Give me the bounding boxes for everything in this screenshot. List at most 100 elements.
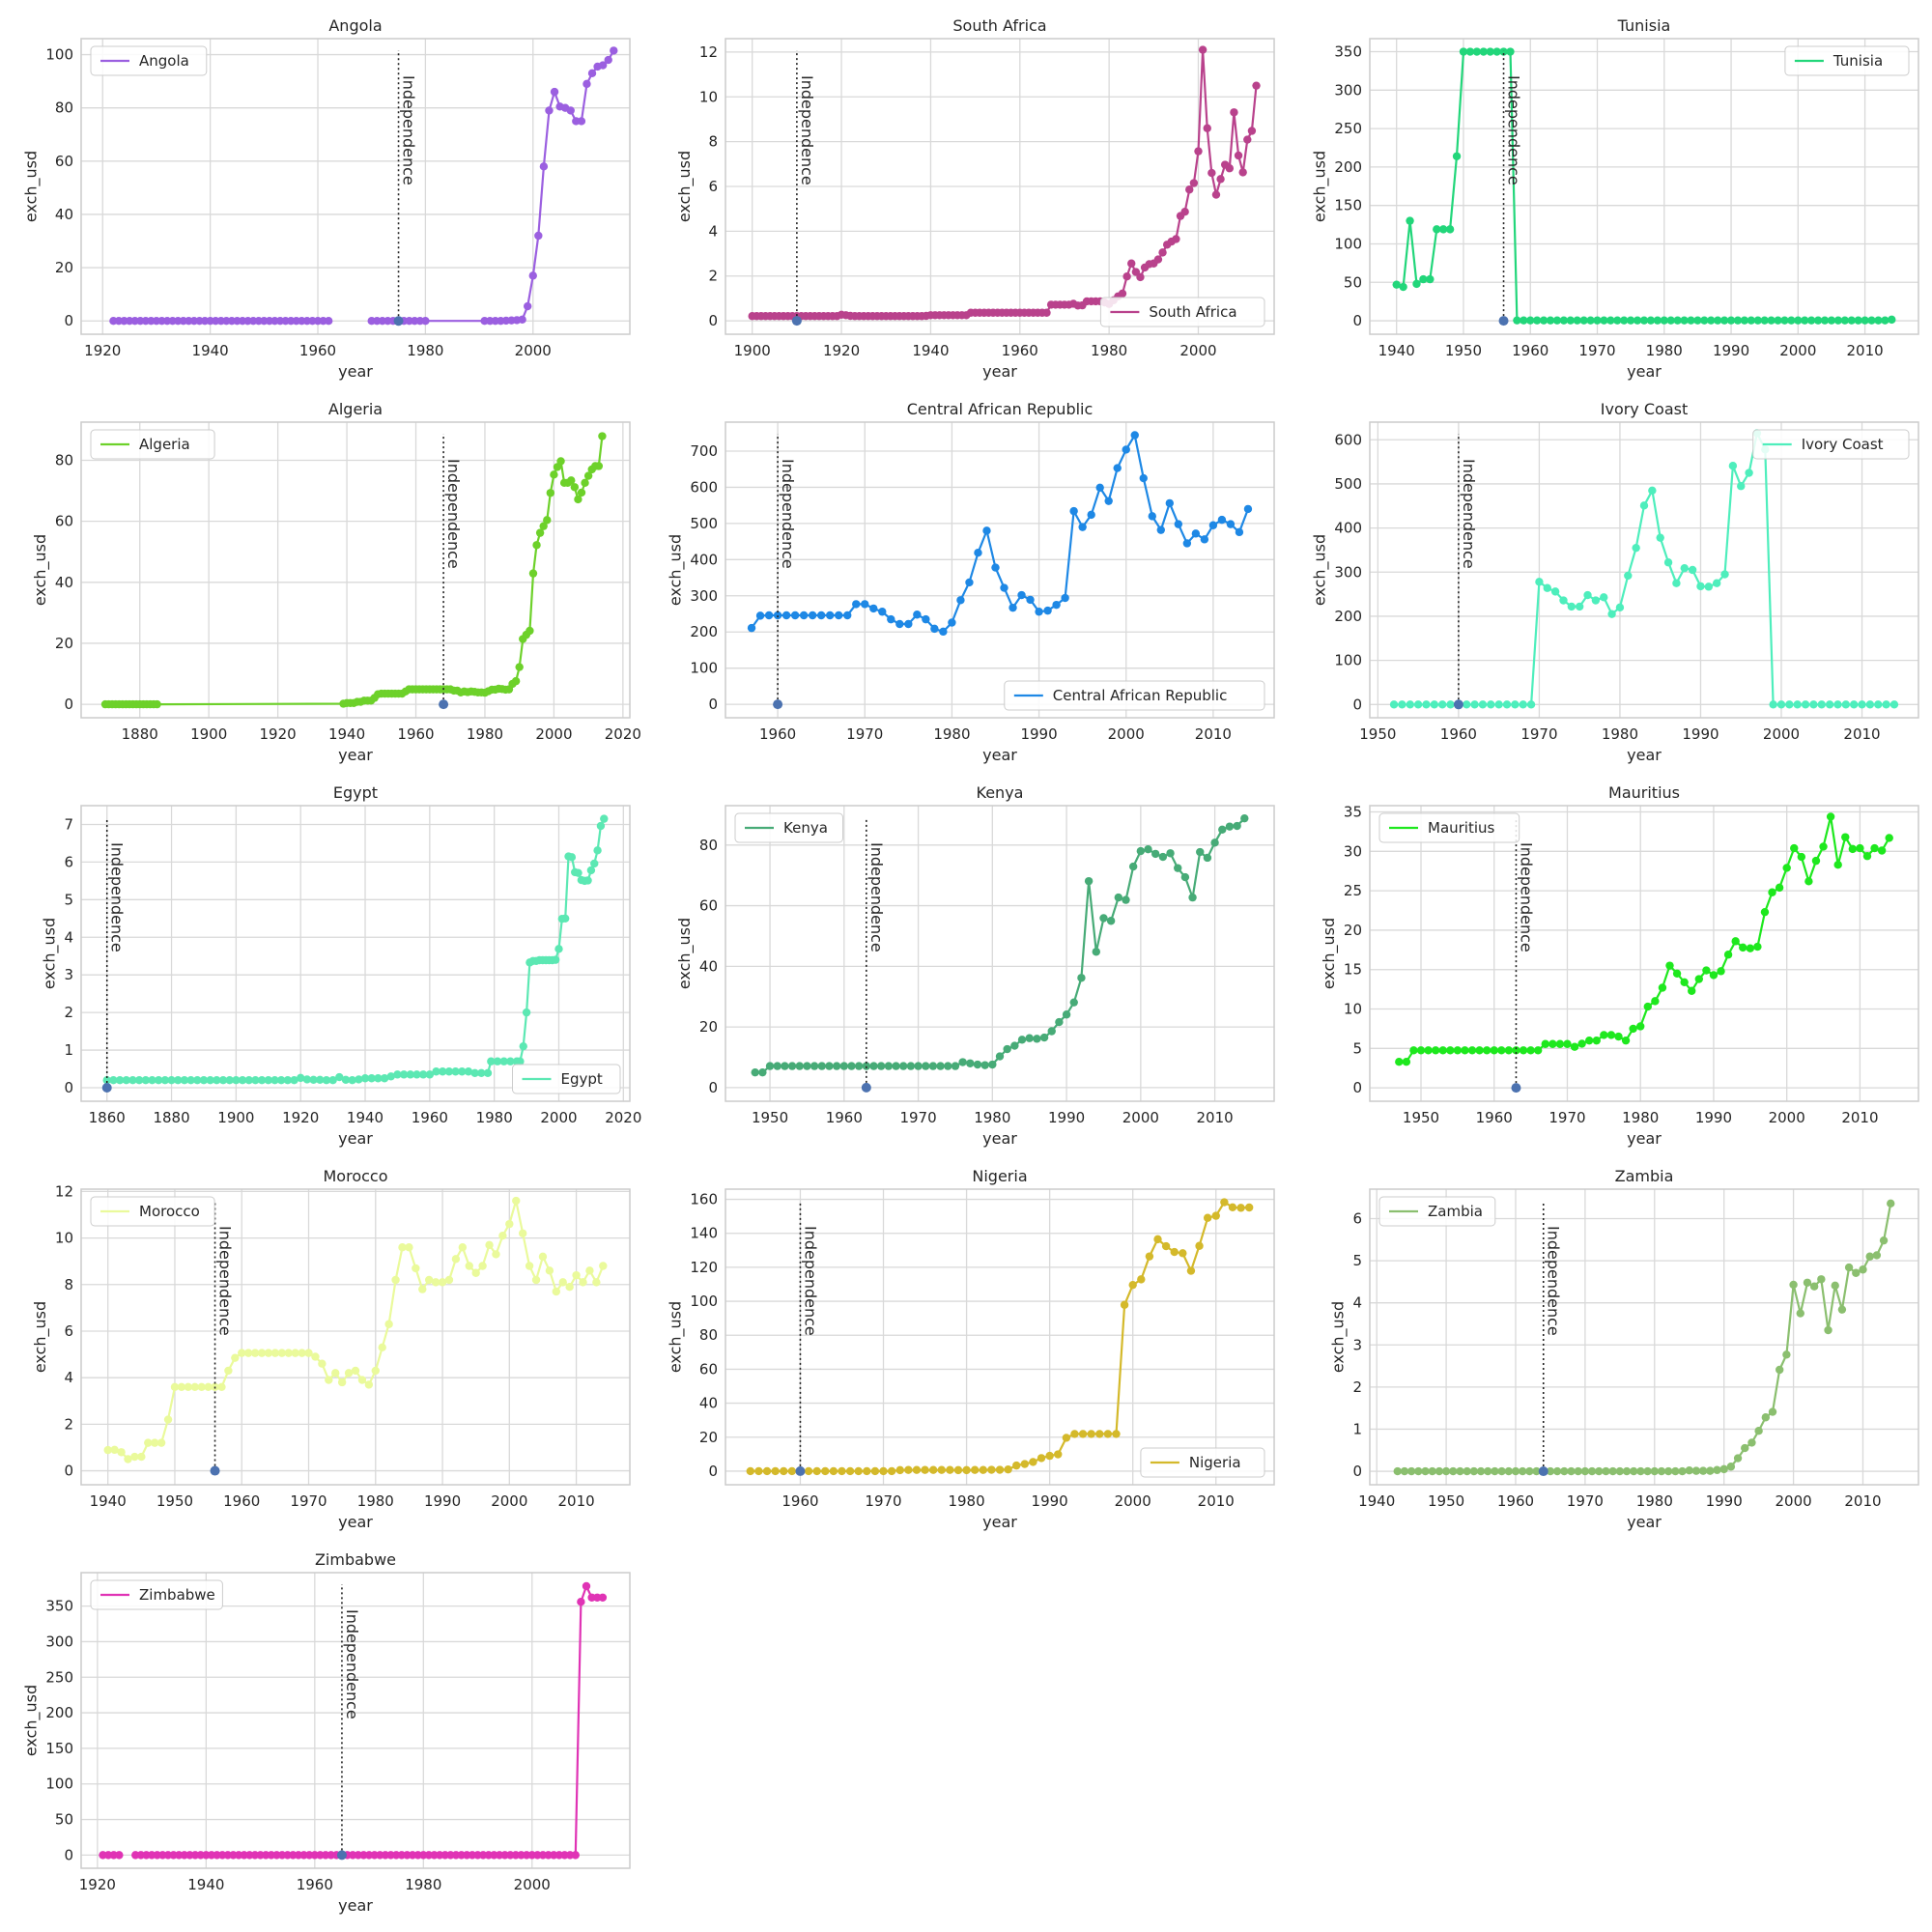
data-point bbox=[1888, 315, 1896, 325]
data-point bbox=[1607, 610, 1616, 618]
subplot-nigeria: 1960 1970 1980 1990 2000 2010 0 20 40 60 80 100 120 1… bbox=[667, 1167, 1275, 1531]
data-point bbox=[110, 1445, 119, 1455]
data-point bbox=[962, 1465, 971, 1475]
data-point bbox=[1622, 1466, 1632, 1476]
data-point bbox=[1713, 1465, 1721, 1474]
data-point bbox=[854, 1062, 864, 1070]
data-point bbox=[1874, 316, 1883, 325]
data-point bbox=[980, 1061, 989, 1069]
data-point bbox=[451, 1067, 460, 1076]
data-point bbox=[378, 1343, 386, 1352]
data-point bbox=[477, 1068, 486, 1078]
data-point bbox=[854, 1466, 863, 1476]
data-point bbox=[148, 1075, 156, 1085]
x-tick-label: 2000 bbox=[514, 1876, 551, 1893]
data-point bbox=[103, 1445, 112, 1455]
independence-point bbox=[439, 699, 449, 710]
y-tick-label: 100 bbox=[1334, 652, 1362, 669]
y-tick-label: 100 bbox=[690, 660, 718, 677]
data-point bbox=[1225, 164, 1235, 173]
data-point bbox=[991, 563, 1000, 572]
data-point bbox=[1685, 1465, 1693, 1475]
data-point bbox=[1406, 216, 1414, 225]
data-point bbox=[1127, 259, 1136, 268]
data-point bbox=[399, 1070, 409, 1079]
data-point bbox=[937, 1465, 946, 1474]
data-point bbox=[1494, 700, 1503, 709]
x-tick-label: 1960 bbox=[1440, 725, 1477, 743]
data-point bbox=[1052, 600, 1061, 610]
axes-frame bbox=[80, 1572, 631, 1869]
data-point bbox=[1153, 255, 1163, 264]
independence-label: Independence bbox=[801, 1226, 819, 1336]
data-point bbox=[493, 1057, 502, 1065]
legend-label: Ivory Coast bbox=[1802, 436, 1884, 453]
data-point bbox=[1180, 207, 1189, 216]
data-point bbox=[1820, 316, 1830, 325]
data-point bbox=[592, 1278, 601, 1287]
data-point bbox=[1639, 316, 1649, 325]
data-point bbox=[170, 1382, 180, 1392]
x-tick-label: 1900 bbox=[734, 342, 771, 359]
data-point bbox=[832, 1062, 841, 1070]
data-point bbox=[1754, 1427, 1763, 1435]
data-point bbox=[899, 1062, 908, 1070]
data-point bbox=[311, 1352, 320, 1361]
data-point bbox=[1713, 316, 1722, 325]
y-tick-label: 20 bbox=[699, 1429, 718, 1446]
data-point bbox=[1615, 1466, 1625, 1476]
data-point bbox=[150, 1438, 159, 1447]
data-point bbox=[887, 614, 895, 624]
data-point bbox=[232, 1075, 241, 1085]
data-point bbox=[438, 1278, 447, 1287]
x-tick-label: 1960 bbox=[1476, 1109, 1513, 1126]
data-point bbox=[1847, 316, 1856, 325]
y-tick-label: 4 bbox=[708, 222, 718, 240]
data-point bbox=[302, 1075, 312, 1084]
axes-frame bbox=[724, 805, 1275, 1102]
x-tick-label: 2010 bbox=[1841, 1109, 1878, 1126]
data-point bbox=[539, 522, 548, 530]
data-point bbox=[1519, 700, 1527, 709]
x-tick-label: 1990 bbox=[1706, 1492, 1743, 1510]
x-axis-label: year bbox=[338, 362, 373, 381]
plot-area bbox=[1370, 39, 1918, 334]
data-point bbox=[1210, 838, 1219, 847]
data-point bbox=[1042, 308, 1051, 317]
y-tick-label: 50 bbox=[1344, 273, 1362, 291]
data-point bbox=[870, 1466, 880, 1476]
legend-label: Egypt bbox=[561, 1070, 603, 1088]
data-point bbox=[1497, 1046, 1506, 1055]
legend-box bbox=[90, 1579, 223, 1610]
data-point bbox=[487, 1057, 496, 1065]
data-point bbox=[812, 1466, 821, 1476]
data-point bbox=[1548, 1039, 1557, 1048]
data-point bbox=[1673, 316, 1682, 325]
x-tick-label: 1900 bbox=[217, 1109, 254, 1126]
data-point bbox=[995, 1465, 1005, 1474]
data-point bbox=[1478, 700, 1488, 709]
data-point bbox=[418, 1285, 427, 1293]
data-point bbox=[1463, 1466, 1471, 1476]
data-point bbox=[1414, 1466, 1423, 1476]
x-tick-label: 2000 bbox=[1763, 725, 1800, 743]
x-tick-label: 2000 bbox=[535, 725, 572, 743]
data-point bbox=[167, 1075, 176, 1085]
data-point bbox=[199, 1075, 209, 1085]
data-point bbox=[551, 955, 560, 964]
x-axis-label: year bbox=[338, 1513, 373, 1531]
data-point bbox=[1525, 1466, 1534, 1476]
data-point bbox=[1648, 486, 1657, 495]
y-tick-label: 350 bbox=[45, 1598, 73, 1615]
data-point bbox=[137, 1452, 146, 1462]
data-point bbox=[1402, 1058, 1411, 1066]
data-point bbox=[1120, 1300, 1129, 1309]
data-point bbox=[1158, 852, 1168, 862]
data-point bbox=[1776, 700, 1786, 709]
data-point bbox=[539, 162, 549, 171]
data-point bbox=[1174, 520, 1183, 528]
data-point bbox=[522, 1008, 531, 1017]
x-tick-label: 1960 bbox=[223, 1492, 260, 1510]
data-point bbox=[1406, 1466, 1416, 1476]
data-point bbox=[515, 663, 524, 671]
